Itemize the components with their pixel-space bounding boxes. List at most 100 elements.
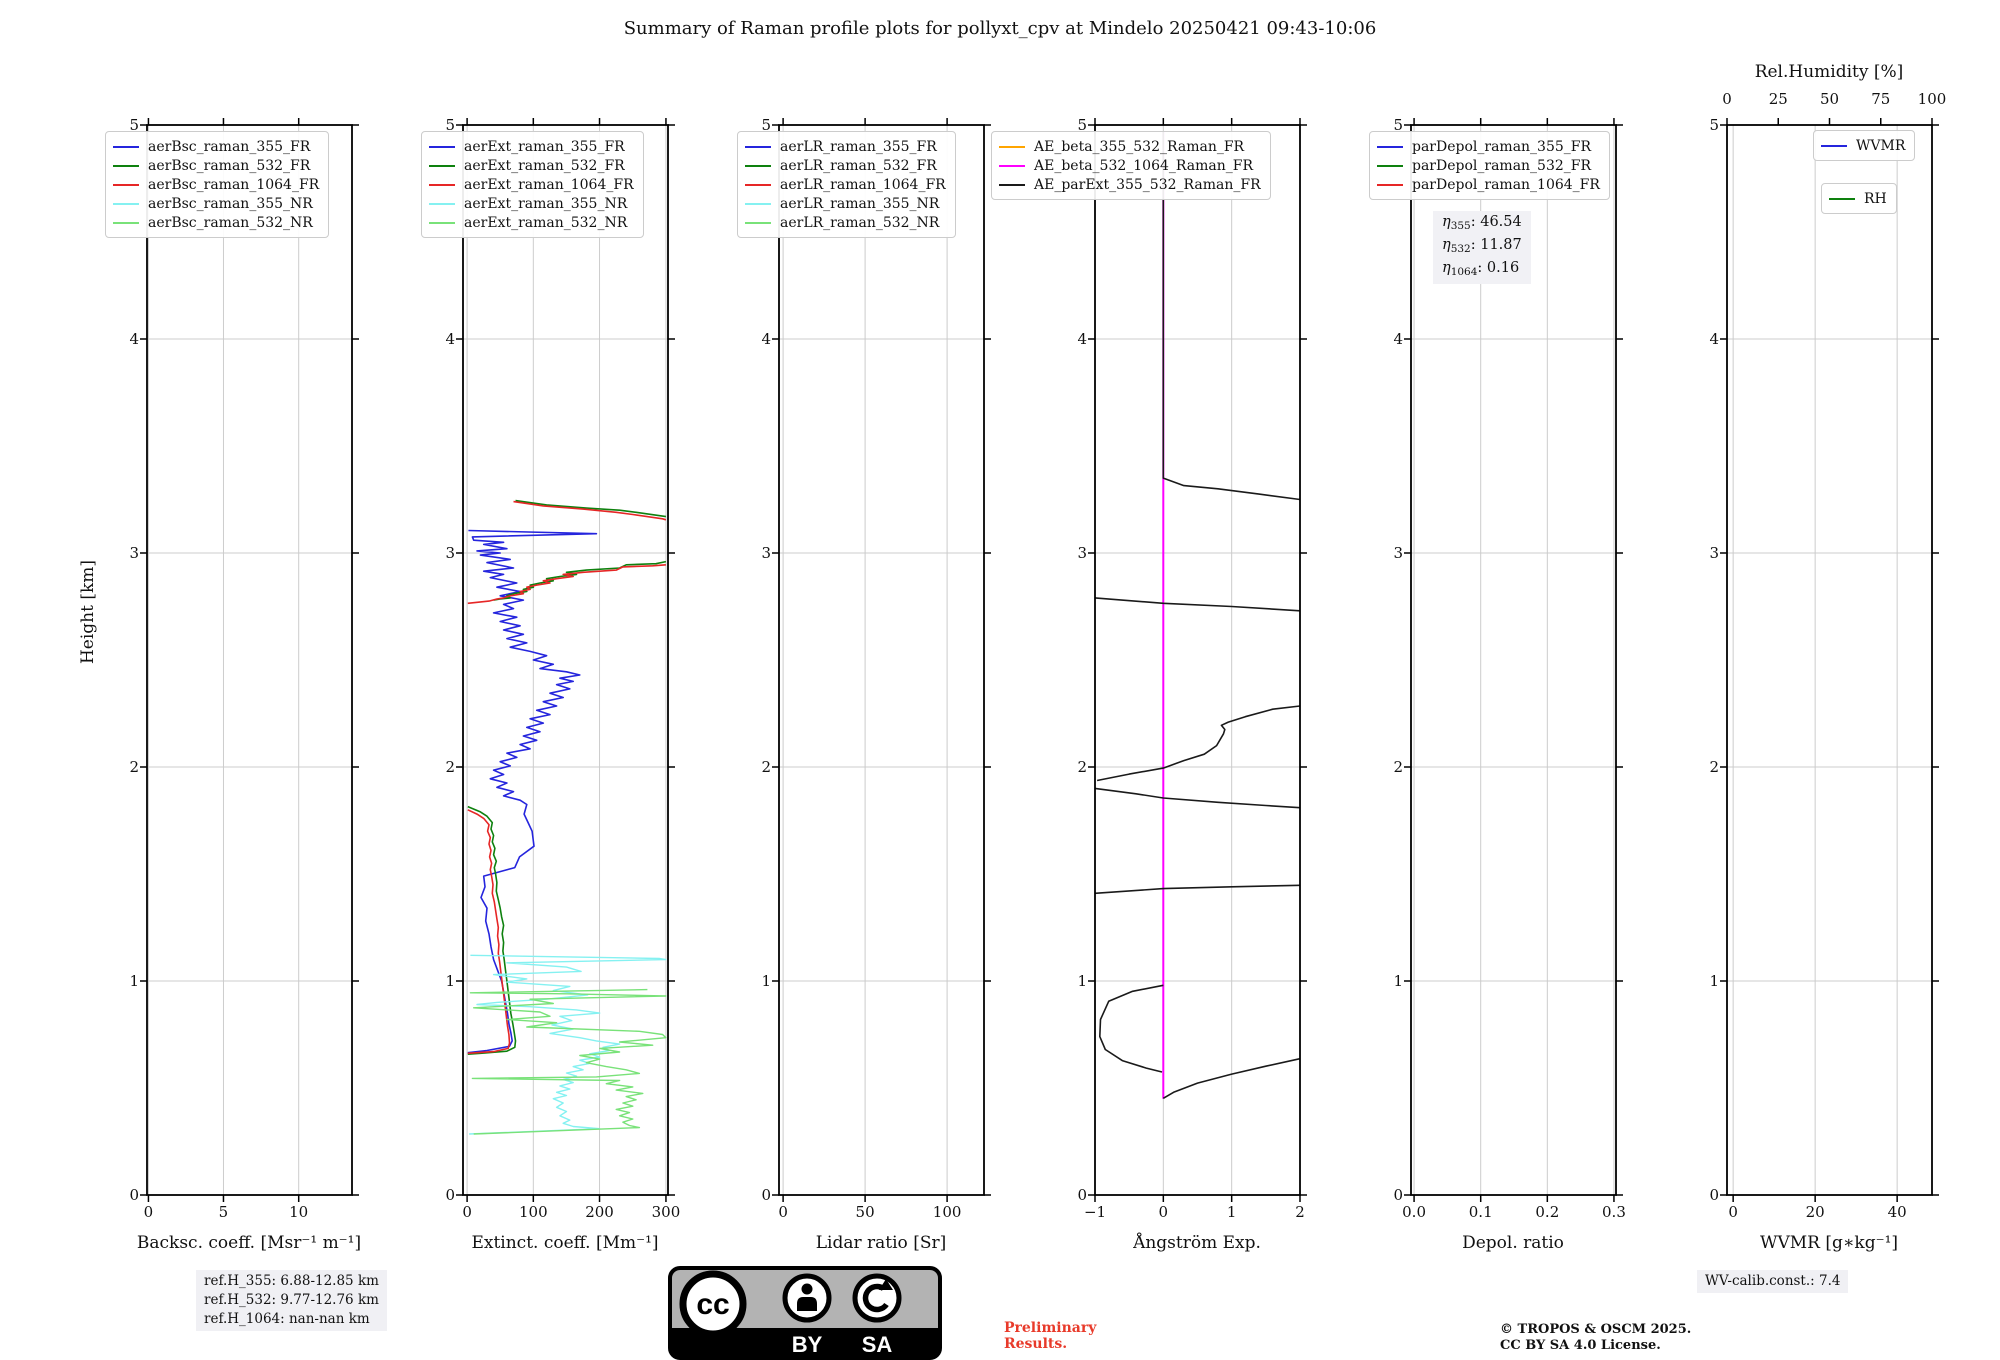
y-tick-label: 4: [1709, 330, 1719, 348]
y-tick-label: 1: [445, 972, 455, 990]
axes-spines: [462, 124, 669, 1196]
x-tick-label: 0: [1728, 1203, 1738, 1221]
x-tick-label: 0.2: [1535, 1203, 1560, 1221]
legend-entry-label: aerBsc_raman_532_NR: [148, 214, 313, 231]
series-aerExt_raman_355_NR: [469, 954, 667, 1135]
legend: aerExt_raman_355_FR aerExt_raman_532_FR ae…: [421, 131, 644, 238]
series-AE_parExt_355_532_Raman_FR: [1096, 705, 1301, 782]
legend-line-swatch: [113, 145, 139, 148]
cc-sa-label: SA: [862, 1332, 893, 1357]
x-tick-label: 10: [289, 1203, 309, 1221]
y-tick-label: 5: [445, 116, 455, 134]
series-AE_parExt_355_532_Raman_FR: [1099, 984, 1164, 1073]
x-tick-label: 5: [218, 1203, 229, 1221]
legend-entry: aerBsc_raman_532_NR: [113, 213, 319, 232]
backscatter-plot: [140, 118, 359, 1202]
series-aerExt_raman_1064_FR: [467, 564, 666, 605]
top-axis-tick-label: 25: [1768, 90, 1788, 108]
eta-annotation-line: η1064: 0.16: [1442, 259, 1522, 282]
series-aerExt_raman_532_FR: [515, 499, 667, 518]
by-person-body: [797, 1297, 817, 1311]
y-tick-label: 1: [761, 972, 771, 990]
lidar-ratio-plot: [772, 118, 991, 1202]
y-tick-label: 2: [1393, 758, 1403, 776]
eta-subscript: 532: [1450, 243, 1471, 255]
y-tick-label: 1: [1709, 972, 1719, 990]
y-tick-label: 0: [129, 1186, 139, 1204]
y-tick-label: 2: [1077, 758, 1087, 776]
y-tick-label: 0: [445, 1186, 455, 1204]
x-tick-label: −1: [1083, 1203, 1107, 1221]
series-aerExt_raman_532_FR: [467, 805, 517, 1055]
angstroem-plot: [1088, 118, 1307, 1202]
axes-spines: [1726, 124, 1933, 1196]
legend-entry-label: aerExt_raman_355_FR: [464, 138, 625, 155]
eta-annotation-line: η532: 11.87: [1442, 236, 1522, 259]
legend-line-swatch: [745, 164, 771, 167]
legend-entry: aerExt_raman_1064_FR: [429, 175, 634, 194]
legend-entry-label: aerLR_raman_532_NR: [780, 214, 940, 231]
cc-by-label: BY: [792, 1332, 823, 1357]
y-tick-label: 2: [445, 758, 455, 776]
eta-value: : 0.16: [1477, 260, 1520, 276]
by-person-head: [801, 1283, 813, 1295]
x-axis-label-backscatter: Backsc. coeff. [Msr⁻¹ m⁻¹]: [136, 1233, 362, 1253]
legend-line-swatch: [745, 202, 771, 205]
eta-subscript: 1064: [1450, 266, 1478, 278]
legend-entry-label: aerExt_raman_1064_FR: [464, 176, 634, 193]
panel-extinction: 0 1 2 3 4 5 0 100 200 300 Extinct. coeff. [Mm⁻¹] ae…: [421, 117, 680, 1253]
y-tick-label: 3: [1709, 544, 1719, 562]
copyright-note: © TROPOS & OSCM 2025. CC BY SA 4.0 Licen…: [1500, 1322, 1691, 1354]
series-AE_parExt_355_532_Raman_FR: [1094, 787, 1301, 809]
panel-wvmr: 0 1 2 3 4 5 0 20 40 WVMR [g∗kg⁻¹] 0 25 50 75 100 Rel.Hu…: [1709, 62, 1946, 1253]
legend-entry: aerBsc_raman_355_NR: [113, 194, 319, 213]
axes-spines: [1410, 124, 1617, 1196]
eta-symbol: η: [1442, 237, 1451, 253]
y-tick-label: 2: [129, 758, 139, 776]
legend-entry-label: aerBsc_raman_355_FR: [148, 138, 311, 155]
legend-line-swatch: [113, 202, 139, 205]
y-tick-label: 5: [1393, 116, 1403, 134]
depol-plot: [1404, 118, 1623, 1202]
x-axis-label-depol: Depol. ratio: [1462, 1233, 1564, 1253]
legend-entry: aerExt_raman_532_NR: [429, 213, 634, 232]
legend-line-swatch: [1377, 145, 1403, 148]
cc-icon: [679, 1270, 747, 1338]
axes-spines: [778, 124, 985, 1196]
legend-entry-label: aerLR_raman_532_FR: [780, 157, 937, 174]
legend-entry-label: parDepol_raman_532_FR: [1412, 157, 1592, 174]
panel-depol: 0 1 2 3 4 5 0.0 0.1 0.2 0.3 Depol. ratio parDepol_r…: [1369, 117, 1626, 1253]
legend-entry: aerExt_raman_355_NR: [429, 194, 634, 213]
wv-calib-annotation: WV-calib.const.: 7.4: [1697, 1270, 1849, 1293]
legend: parDepol_raman_355_FR parDepol_raman_532_…: [1369, 131, 1610, 200]
ref-height-line: ref.H_532: 9.77-12.76 km: [204, 1292, 379, 1308]
legend-entry: aerBsc_raman_532_FR: [113, 156, 319, 175]
series-AE_parExt_355_532_Raman_FR: [1162, 1057, 1301, 1099]
legend-entry: aerBsc_raman_355_FR: [113, 137, 319, 156]
cc-icon-label: cc: [696, 1288, 729, 1321]
legend-line-swatch: [429, 221, 455, 224]
y-tick-label: 0: [1393, 1186, 1403, 1204]
legend-entry: parDepol_raman_355_FR: [1377, 137, 1600, 156]
y-tick-label: 0: [1709, 1186, 1719, 1204]
cc-badge-band: [671, 1328, 939, 1357]
legend-entry: aerExt_raman_355_FR: [429, 137, 634, 156]
copyright-line: CC BY SA 4.0 License.: [1500, 1338, 1661, 1353]
legend-entry-label: AE_beta_532_1064_Raman_FR: [1034, 157, 1254, 174]
sa-arrow-head: [879, 1279, 893, 1290]
panel-backscatter: 0 1 2 3 4 5 0 5 10 Backsc. coeff. [Msr⁻¹ m⁻¹] aerB…: [105, 117, 361, 1253]
legend-entry: AE_parExt_355_532_Raman_FR: [999, 175, 1261, 194]
legend-entry-label: aerExt_raman_355_NR: [464, 195, 628, 212]
legend-line-swatch: [745, 183, 771, 186]
legend-line-swatch: [745, 221, 771, 224]
series-AE_parExt_355_532_Raman_FR: [1094, 597, 1301, 612]
legend-entry: aerLR_raman_355_FR: [745, 137, 946, 156]
y-tick-label: 2: [1709, 758, 1719, 776]
legend-entry: RH: [1829, 189, 1887, 208]
x-tick-label: 0: [1158, 1203, 1169, 1221]
y-tick-label: 3: [129, 544, 139, 562]
eta-annotation: η355: 46.54 η532: 11.87 η1064: 0.16: [1433, 211, 1531, 284]
wvmr-plot: [1720, 118, 1939, 1202]
x-tick-label: 0: [143, 1203, 154, 1221]
legend-line-swatch: [429, 164, 455, 167]
